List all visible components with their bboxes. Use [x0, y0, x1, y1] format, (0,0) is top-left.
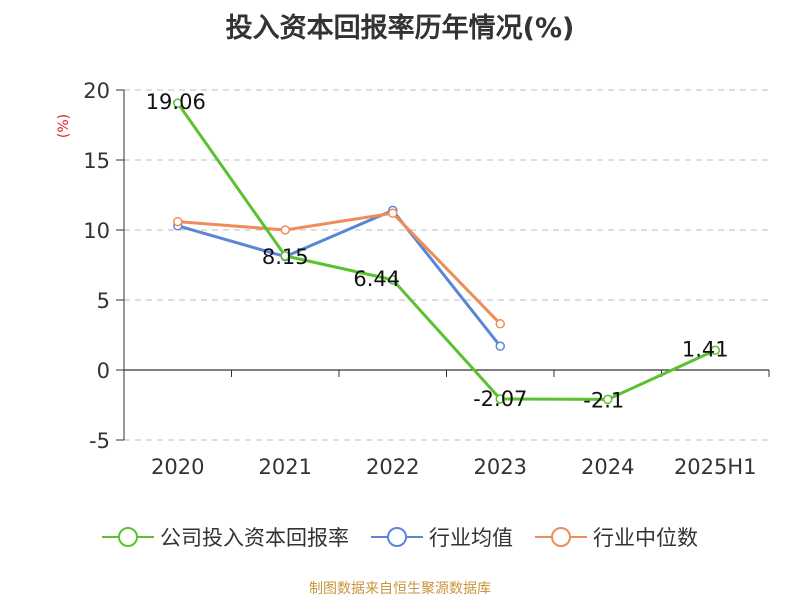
data-point-0 — [173, 98, 183, 108]
y-tick-label: 20 — [83, 79, 110, 103]
legend-item-industry-mean[interactable]: 行业均值 — [371, 522, 513, 552]
series-line-2 — [177, 211, 502, 325]
data-label: 19.06 — [146, 90, 206, 114]
data-point-0 — [710, 345, 720, 356]
x-tick-label: 2020 — [151, 455, 204, 479]
x-tick-label: 2024 — [581, 455, 634, 479]
data-point-1 — [495, 341, 505, 351]
y-tick-label: -5 — [89, 429, 110, 453]
data-point-2 — [388, 208, 398, 218]
data-point-0 — [388, 275, 398, 285]
series-line-0 — [176, 102, 716, 401]
legend: 公司投入资本回报率 行业均值 行业中位数 — [0, 522, 800, 552]
legend-label-industry-mean: 行业均值 — [429, 526, 513, 550]
y-tick-label: 15 — [83, 149, 110, 173]
y-tick-label: 5 — [97, 289, 110, 313]
y-tick-label: 10 — [83, 219, 110, 243]
legend-swatch-company — [102, 527, 154, 547]
data-point-0 — [495, 394, 505, 404]
data-point-2 — [495, 319, 505, 329]
legend-label-industry-median: 行业中位数 — [593, 526, 698, 550]
data-label: 8.15 — [262, 245, 309, 269]
x-tick-label: 2025H1 — [674, 455, 757, 479]
data-label: 6.44 — [353, 267, 400, 291]
data-point-2 — [173, 216, 183, 227]
legend-item-industry-median[interactable]: 行业中位数 — [535, 522, 698, 552]
data-label: -2.1 — [583, 388, 624, 412]
data-point-0 — [280, 251, 290, 261]
legend-swatch-industry-mean — [371, 527, 423, 547]
chart-title: 投入资本回报率历年情况(%) — [225, 13, 575, 44]
legend-item-company[interactable]: 公司投入资本回报率 — [102, 522, 349, 552]
data-point-0 — [603, 394, 613, 405]
y-tick-label: 0 — [97, 359, 110, 383]
data-point-2 — [280, 225, 290, 235]
data-label: -2.07 — [473, 387, 527, 411]
data-label: 1.41 — [682, 337, 729, 361]
data-source-note: 制图数据来自恒生聚源数据库 — [309, 581, 491, 597]
series-line-1 — [177, 208, 502, 348]
legend-swatch-industry-median — [535, 527, 587, 547]
x-tick-label: 2022 — [366, 455, 419, 479]
x-tick-label: 2023 — [474, 455, 527, 479]
x-tick-label: 2021 — [259, 455, 312, 479]
legend-label-company: 公司投入资本回报率 — [160, 526, 349, 550]
